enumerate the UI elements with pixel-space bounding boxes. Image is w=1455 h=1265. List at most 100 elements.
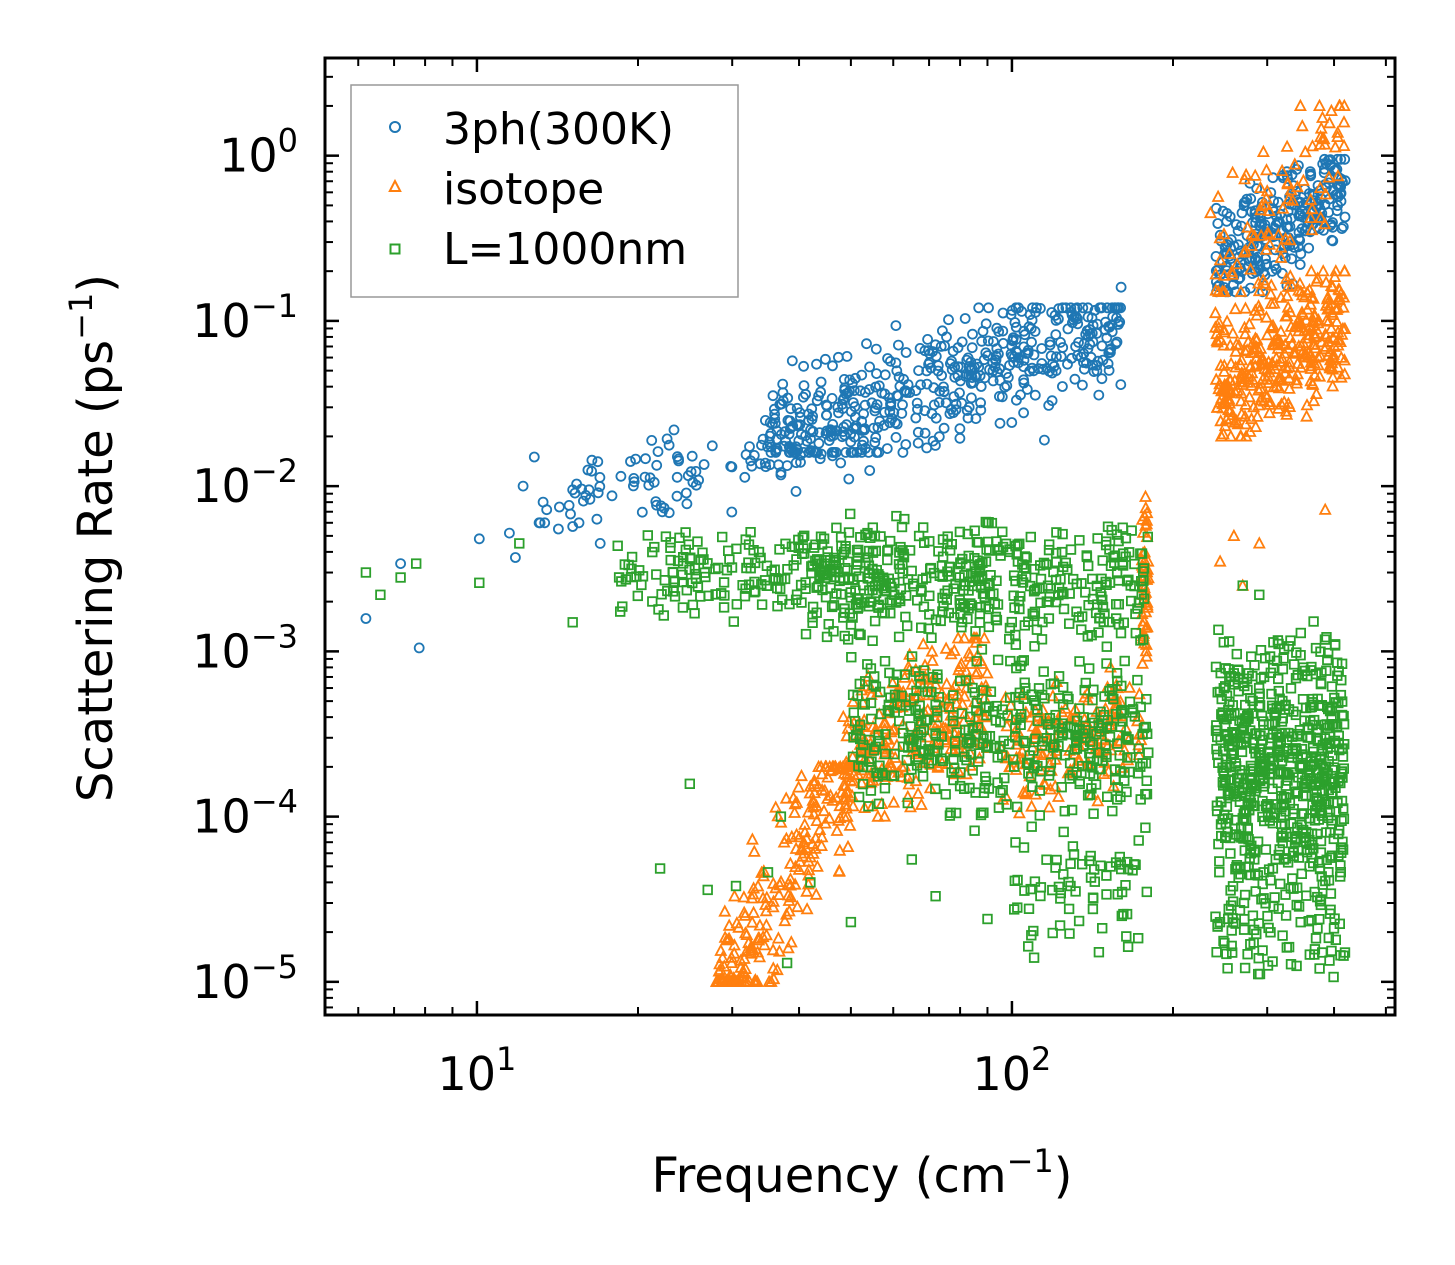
data-point-circle bbox=[833, 407, 844, 419]
data-point-circle bbox=[1031, 302, 1042, 314]
data-point-square bbox=[1051, 527, 1062, 538]
data-point-circle bbox=[999, 381, 1011, 393]
data-point-circle bbox=[1027, 302, 1038, 314]
data-point-square bbox=[1253, 701, 1265, 712]
data-point-square bbox=[923, 623, 934, 634]
data-point-square bbox=[662, 585, 673, 597]
data-point-triangle bbox=[1292, 283, 1306, 296]
data-point-square bbox=[852, 724, 863, 736]
data-point-triangle bbox=[843, 818, 857, 831]
data-point-circle bbox=[861, 338, 872, 350]
data-point-square bbox=[955, 557, 966, 568]
data-point-triangle bbox=[1274, 250, 1288, 263]
data-point-circle bbox=[933, 431, 945, 443]
data-point-square bbox=[815, 570, 826, 581]
data-point-triangle bbox=[1284, 319, 1298, 332]
data-point-square bbox=[1136, 589, 1147, 600]
data-point-square bbox=[897, 741, 909, 752]
data-point-triangle bbox=[1051, 789, 1065, 802]
data-point-square bbox=[642, 530, 654, 541]
data-point-square bbox=[1025, 883, 1036, 895]
data-point-triangle bbox=[1326, 279, 1340, 293]
data-point-square bbox=[1326, 945, 1337, 957]
data-point-square bbox=[1337, 844, 1349, 855]
data-point-square bbox=[1210, 661, 1222, 673]
data-point-circle bbox=[775, 467, 787, 478]
data-point-square bbox=[869, 615, 881, 627]
data-point-circle bbox=[966, 392, 977, 404]
data-point-triangle bbox=[721, 932, 735, 946]
data-point-square bbox=[1127, 865, 1138, 876]
data-point-square bbox=[677, 558, 689, 569]
data-point-square bbox=[1294, 761, 1305, 772]
data-point-square bbox=[1339, 739, 1350, 750]
data-point-triangle bbox=[1239, 167, 1253, 181]
data-point-square bbox=[1124, 696, 1136, 708]
data-point-square bbox=[1095, 706, 1106, 718]
data-point-square bbox=[756, 599, 768, 610]
data-point-square bbox=[1121, 731, 1132, 742]
data-point-square bbox=[774, 544, 785, 555]
data-point-circle bbox=[1046, 307, 1058, 318]
data-point-circle bbox=[971, 358, 983, 370]
data-point-triangle bbox=[1288, 157, 1302, 170]
data-point-triangle bbox=[1248, 359, 1262, 372]
data-point-triangle bbox=[810, 813, 824, 826]
data-point-square bbox=[1310, 642, 1322, 654]
data-point-circle bbox=[1094, 302, 1106, 314]
data-point-triangle bbox=[812, 759, 826, 772]
data-point-square bbox=[857, 761, 869, 773]
data-point-triangle bbox=[826, 759, 840, 772]
data-point-square bbox=[1254, 589, 1265, 601]
data-point-triangle bbox=[811, 779, 825, 792]
data-point-triangle bbox=[790, 899, 804, 913]
data-point-square bbox=[1231, 648, 1243, 660]
data-point-square bbox=[784, 598, 795, 610]
data-point-triangle bbox=[1227, 528, 1241, 541]
data-point-square bbox=[649, 541, 660, 553]
data-point-square bbox=[1114, 750, 1125, 761]
data-point-triangle bbox=[839, 784, 853, 797]
data-point-triangle bbox=[1248, 168, 1262, 181]
data-point-square bbox=[895, 595, 906, 607]
data-point-triangle bbox=[809, 830, 823, 844]
data-point-square bbox=[1109, 550, 1121, 561]
data-point-triangle bbox=[1292, 339, 1306, 352]
data-point-triangle bbox=[740, 927, 754, 940]
data-point-square bbox=[867, 547, 879, 558]
data-point-square bbox=[990, 742, 1001, 754]
data-point-triangle bbox=[1241, 220, 1254, 233]
data-point-square bbox=[1063, 693, 1074, 705]
data-point-square bbox=[1087, 903, 1099, 915]
data-point-square bbox=[1213, 838, 1224, 850]
data-point-square bbox=[1117, 522, 1128, 533]
data-point-square bbox=[1322, 701, 1333, 713]
data-point-circle bbox=[1053, 313, 1064, 325]
data-point-triangle bbox=[1315, 334, 1329, 348]
data-point-square bbox=[875, 531, 886, 542]
data-point-triangle bbox=[1319, 313, 1333, 326]
data-point-circle bbox=[859, 386, 871, 398]
data-point-circle bbox=[976, 335, 988, 347]
data-point-triangle bbox=[1252, 303, 1266, 316]
data-point-triangle bbox=[1304, 192, 1318, 205]
data-point-circle bbox=[1303, 242, 1315, 254]
y-axis-label: Scattering Rate (ps−1) bbox=[62, 274, 124, 802]
data-point-square bbox=[937, 755, 949, 767]
data-point-square bbox=[1141, 788, 1153, 800]
data-point-triangle bbox=[1267, 296, 1281, 309]
data-point-circle bbox=[912, 437, 924, 449]
data-point-square bbox=[1080, 677, 1092, 689]
data-point-circle bbox=[594, 481, 606, 492]
data-point-square bbox=[1270, 710, 1282, 721]
data-point-square bbox=[1285, 883, 1297, 894]
data-point-square bbox=[1135, 635, 1146, 646]
data-point-square bbox=[945, 807, 956, 819]
data-point-triangle bbox=[1228, 384, 1242, 397]
data-point-triangle bbox=[1337, 290, 1351, 303]
data-point-triangle bbox=[728, 889, 741, 902]
data-point-square bbox=[885, 608, 896, 619]
data-point-square bbox=[955, 609, 966, 620]
data-point-square bbox=[1325, 888, 1337, 899]
data-point-square bbox=[1098, 616, 1109, 628]
